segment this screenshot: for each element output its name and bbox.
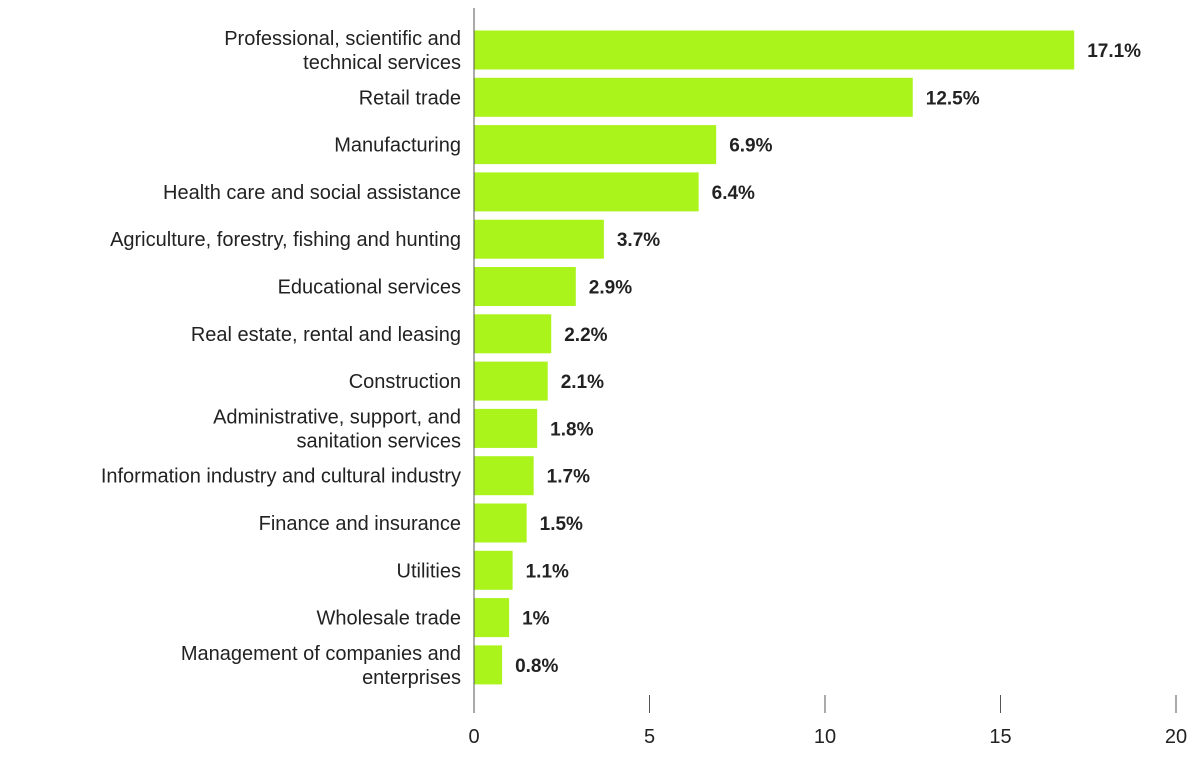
category-label-line: Manufacturing (334, 135, 461, 157)
category-label: Agriculture, forestry, fishing and hunti… (110, 229, 461, 251)
bars-group (474, 30, 1075, 685)
x-tick-label: 0 (468, 726, 479, 748)
bar (474, 314, 552, 354)
data-label: 2.1% (561, 372, 604, 393)
category-label-line: Information industry and cultural indust… (101, 466, 461, 488)
category-label-line: Utilities (397, 560, 461, 582)
category-label: Finance and insurance (259, 513, 461, 535)
bar (474, 219, 604, 259)
bar (474, 550, 513, 590)
category-label: Retail trade (359, 87, 461, 109)
data-label: 0.8% (515, 656, 558, 677)
bar (474, 77, 913, 117)
data-label: 1% (522, 609, 550, 630)
x-tick-label: 5 (644, 726, 655, 748)
x-axis-group: 0 5 10 15 20 (468, 695, 1187, 748)
category-label-line: Wholesale trade (316, 608, 461, 630)
category-label-line: Agriculture, forestry, fishing and hunti… (110, 229, 461, 251)
category-label: Educational services (278, 277, 461, 299)
data-label: 3.7% (617, 230, 660, 251)
category-label-line: Construction (349, 371, 461, 393)
category-label-line: Professional, scientific and (224, 28, 461, 50)
data-label: 1.1% (526, 561, 569, 582)
bar (474, 645, 503, 685)
category-label-line: Health care and social assistance (163, 182, 461, 204)
data-label: 2.2% (564, 325, 607, 346)
bar (474, 503, 527, 543)
bar (474, 408, 538, 448)
category-label-line: Management of companies and (181, 643, 461, 665)
data-label: 6.9% (729, 136, 772, 157)
category-label: Information industry and cultural indust… (101, 466, 461, 488)
x-tick-label: 20 (1165, 726, 1187, 748)
bar (474, 598, 510, 638)
data-label: 1.7% (547, 467, 590, 488)
x-tick-label: 15 (989, 726, 1011, 748)
data-label: 1.5% (540, 514, 583, 535)
category-label: Administrative, support, and sanitation s… (213, 406, 461, 452)
data-label: 12.5% (926, 88, 980, 109)
category-label-line: Educational services (278, 277, 461, 299)
bar (474, 172, 699, 212)
bar (474, 456, 534, 496)
category-label-line: Retail trade (359, 87, 461, 109)
bar (474, 267, 576, 306)
category-label: Utilities (397, 560, 461, 582)
category-label-line: Real estate, rental and leasing (191, 324, 461, 346)
category-label-line: Finance and insurance (259, 513, 461, 535)
category-label-line: enterprises (362, 667, 461, 689)
category-label: Real estate, rental and leasing (191, 324, 461, 346)
category-labels-group: Professional, scientific and technical se… (101, 28, 461, 689)
x-tick-label: 10 (814, 726, 836, 748)
category-label: Professional, scientific and technical se… (224, 28, 461, 74)
data-label: 17.1% (1087, 41, 1141, 62)
bar (474, 30, 1075, 70)
data-label: 2.9% (589, 278, 632, 299)
category-label-line: Administrative, support, and (213, 406, 461, 428)
category-label-line: technical services (303, 52, 461, 74)
category-label: Wholesale trade (316, 608, 461, 630)
category-label: Construction (349, 371, 461, 393)
data-label: 1.8% (550, 419, 593, 440)
bar (474, 361, 548, 401)
category-label: Management of companies and enterprises (181, 643, 461, 689)
bar (474, 125, 717, 165)
category-label: Health care and social assistance (163, 182, 461, 204)
data-label: 6.4% (712, 183, 755, 204)
value-labels-group: 17.1% 12.5% 6.9% 6.4% 3.7% 2.9% 2.2% 2.1% 1.8% 1.… (515, 41, 1141, 677)
category-label: Manufacturing (334, 135, 461, 157)
category-label-line: sanitation services (296, 430, 461, 452)
